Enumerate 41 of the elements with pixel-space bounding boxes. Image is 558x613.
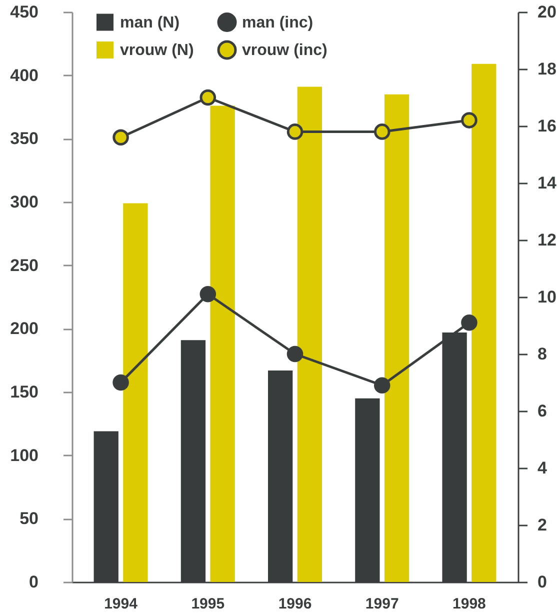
y2-tick-label: 6 xyxy=(538,402,547,420)
x-tick-label: 1994 xyxy=(104,596,138,612)
point xyxy=(374,377,390,394)
y-tick-label: 150 xyxy=(10,382,38,402)
y-tick-label: 200 xyxy=(10,319,38,338)
y2-tick-label: 14 xyxy=(538,174,557,192)
y2-tick-label: 0 xyxy=(538,572,547,592)
legend-label: vrouw (N) xyxy=(120,42,194,59)
y-tick-label: 300 xyxy=(10,192,38,212)
y-tick-label: 0 xyxy=(29,572,38,592)
y2-tick-label: 8 xyxy=(538,344,547,364)
y2-tick-label: 18 xyxy=(538,60,556,78)
y2-tick-label: 16 xyxy=(538,116,556,136)
y2-tick-label: 12 xyxy=(538,230,556,250)
y-tick-label: 400 xyxy=(10,66,38,85)
point xyxy=(286,346,304,362)
point xyxy=(461,314,478,331)
point xyxy=(200,286,216,302)
point xyxy=(374,124,390,140)
y-tick-label: 50 xyxy=(20,509,38,528)
point xyxy=(112,129,129,146)
x-tick-label: 1997 xyxy=(365,596,399,612)
x-tick-label: 1996 xyxy=(278,596,312,612)
y-tick-label: 100 xyxy=(10,446,38,465)
bar xyxy=(123,203,148,582)
y2-tick-label: 4 xyxy=(538,458,548,478)
y2-tick-label: 20 xyxy=(538,2,556,22)
y-tick-label: 350 xyxy=(10,129,38,148)
y-tick-label: 250 xyxy=(10,256,38,275)
legend-label: man (inc) xyxy=(242,14,314,32)
x-tick-label: 1998 xyxy=(452,596,486,612)
y2-tick-label: 10 xyxy=(538,288,556,306)
legend-label: man (N) xyxy=(120,14,180,32)
y-tick-label: 450 xyxy=(10,2,38,22)
point xyxy=(461,112,478,128)
y2-tick-label: 2 xyxy=(538,516,547,534)
point xyxy=(200,89,216,106)
x-tick-label: 1995 xyxy=(191,596,225,612)
point xyxy=(286,124,304,140)
legend-label: vrouw (inc) xyxy=(242,42,328,59)
point xyxy=(112,374,129,391)
